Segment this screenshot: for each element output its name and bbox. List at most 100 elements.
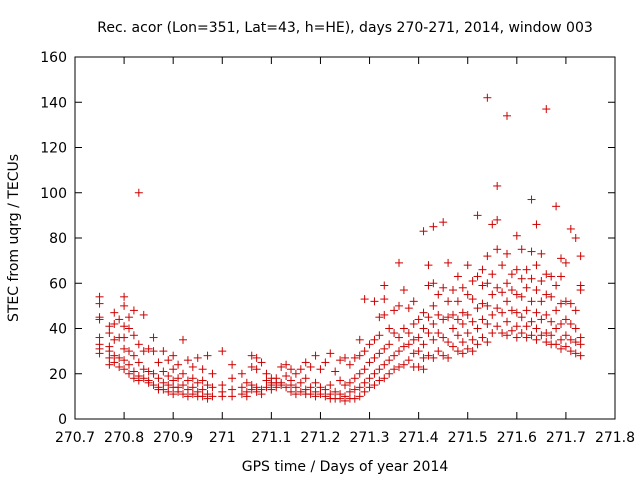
data-point xyxy=(149,369,158,378)
data-point xyxy=(139,310,148,319)
data-point xyxy=(287,365,295,374)
data-point xyxy=(198,365,207,374)
data-point xyxy=(429,279,438,288)
data-point xyxy=(218,381,227,390)
data-point xyxy=(522,333,531,342)
data-point xyxy=(277,362,286,371)
data-point xyxy=(458,338,467,347)
data-point xyxy=(179,369,187,378)
y-tick-label: 60 xyxy=(49,276,67,292)
data-point xyxy=(419,353,428,362)
data-point xyxy=(527,247,536,256)
data-point xyxy=(424,329,433,338)
data-point xyxy=(144,378,153,387)
data-point xyxy=(399,342,408,351)
data-points xyxy=(95,93,585,405)
data-point xyxy=(488,329,497,338)
data-point xyxy=(522,283,531,292)
data-point xyxy=(257,390,266,399)
data-point xyxy=(517,329,526,338)
data-point xyxy=(557,335,565,344)
data-point xyxy=(503,317,511,326)
data-point xyxy=(429,353,438,362)
data-point xyxy=(557,319,565,328)
data-point xyxy=(331,367,340,376)
data-point xyxy=(385,356,394,365)
data-point xyxy=(561,297,570,306)
data-point xyxy=(444,353,453,362)
data-point xyxy=(296,365,305,374)
data-point xyxy=(365,374,374,383)
data-point xyxy=(242,392,251,401)
data-point xyxy=(507,326,516,335)
data-point xyxy=(345,378,354,387)
data-point xyxy=(365,358,374,367)
data-point xyxy=(444,258,453,267)
data-point xyxy=(375,331,384,340)
data-point xyxy=(134,340,143,349)
data-point xyxy=(169,390,178,399)
data-point xyxy=(439,315,448,324)
data-point xyxy=(321,385,330,394)
data-point xyxy=(434,347,443,356)
data-point xyxy=(203,394,212,403)
data-point xyxy=(95,299,104,308)
data-point xyxy=(169,351,178,360)
data-point xyxy=(129,374,138,383)
data-point xyxy=(493,215,502,224)
x-tick-label: 271.3 xyxy=(349,430,389,446)
data-point xyxy=(139,365,148,374)
data-point xyxy=(282,372,291,381)
data-point xyxy=(95,292,104,301)
data-point xyxy=(571,234,580,242)
data-point xyxy=(537,331,546,340)
data-point xyxy=(557,299,565,308)
data-point xyxy=(105,322,114,331)
data-point xyxy=(503,279,511,288)
data-point xyxy=(483,279,492,288)
data-point xyxy=(326,381,335,390)
data-point xyxy=(409,335,418,344)
data-point xyxy=(183,385,192,394)
data-point xyxy=(380,374,389,383)
data-point xyxy=(208,392,217,401)
data-point xyxy=(370,297,379,306)
data-point xyxy=(390,329,399,338)
data-point xyxy=(488,220,497,229)
data-point xyxy=(247,362,256,371)
data-point xyxy=(488,270,497,279)
data-point xyxy=(105,329,114,338)
data-point xyxy=(522,322,531,331)
data-point xyxy=(95,349,104,358)
data-point xyxy=(439,283,448,292)
data-point xyxy=(115,362,124,371)
data-point xyxy=(262,369,271,378)
data-point xyxy=(252,365,261,374)
data-point xyxy=(164,356,173,365)
data-point xyxy=(174,387,183,396)
data-point xyxy=(380,281,389,290)
data-point xyxy=(532,286,541,295)
data-point xyxy=(561,342,570,351)
data-point xyxy=(463,261,472,270)
data-point xyxy=(169,365,178,374)
data-point xyxy=(576,252,585,261)
data-point xyxy=(493,245,502,254)
data-point xyxy=(576,351,585,360)
x-tick-label: 270.9 xyxy=(153,430,193,446)
data-point xyxy=(144,367,153,376)
data-point xyxy=(164,381,173,390)
data-point xyxy=(301,374,310,383)
data-point xyxy=(208,369,217,378)
data-point xyxy=(527,331,536,340)
data-point xyxy=(532,308,541,317)
data-point xyxy=(159,367,168,376)
data-point xyxy=(110,351,119,360)
data-point xyxy=(561,315,570,324)
data-point xyxy=(419,227,428,236)
data-point xyxy=(321,358,330,367)
data-point xyxy=(125,360,133,369)
data-point xyxy=(252,387,261,396)
data-point xyxy=(507,270,516,279)
data-point xyxy=(478,281,487,290)
